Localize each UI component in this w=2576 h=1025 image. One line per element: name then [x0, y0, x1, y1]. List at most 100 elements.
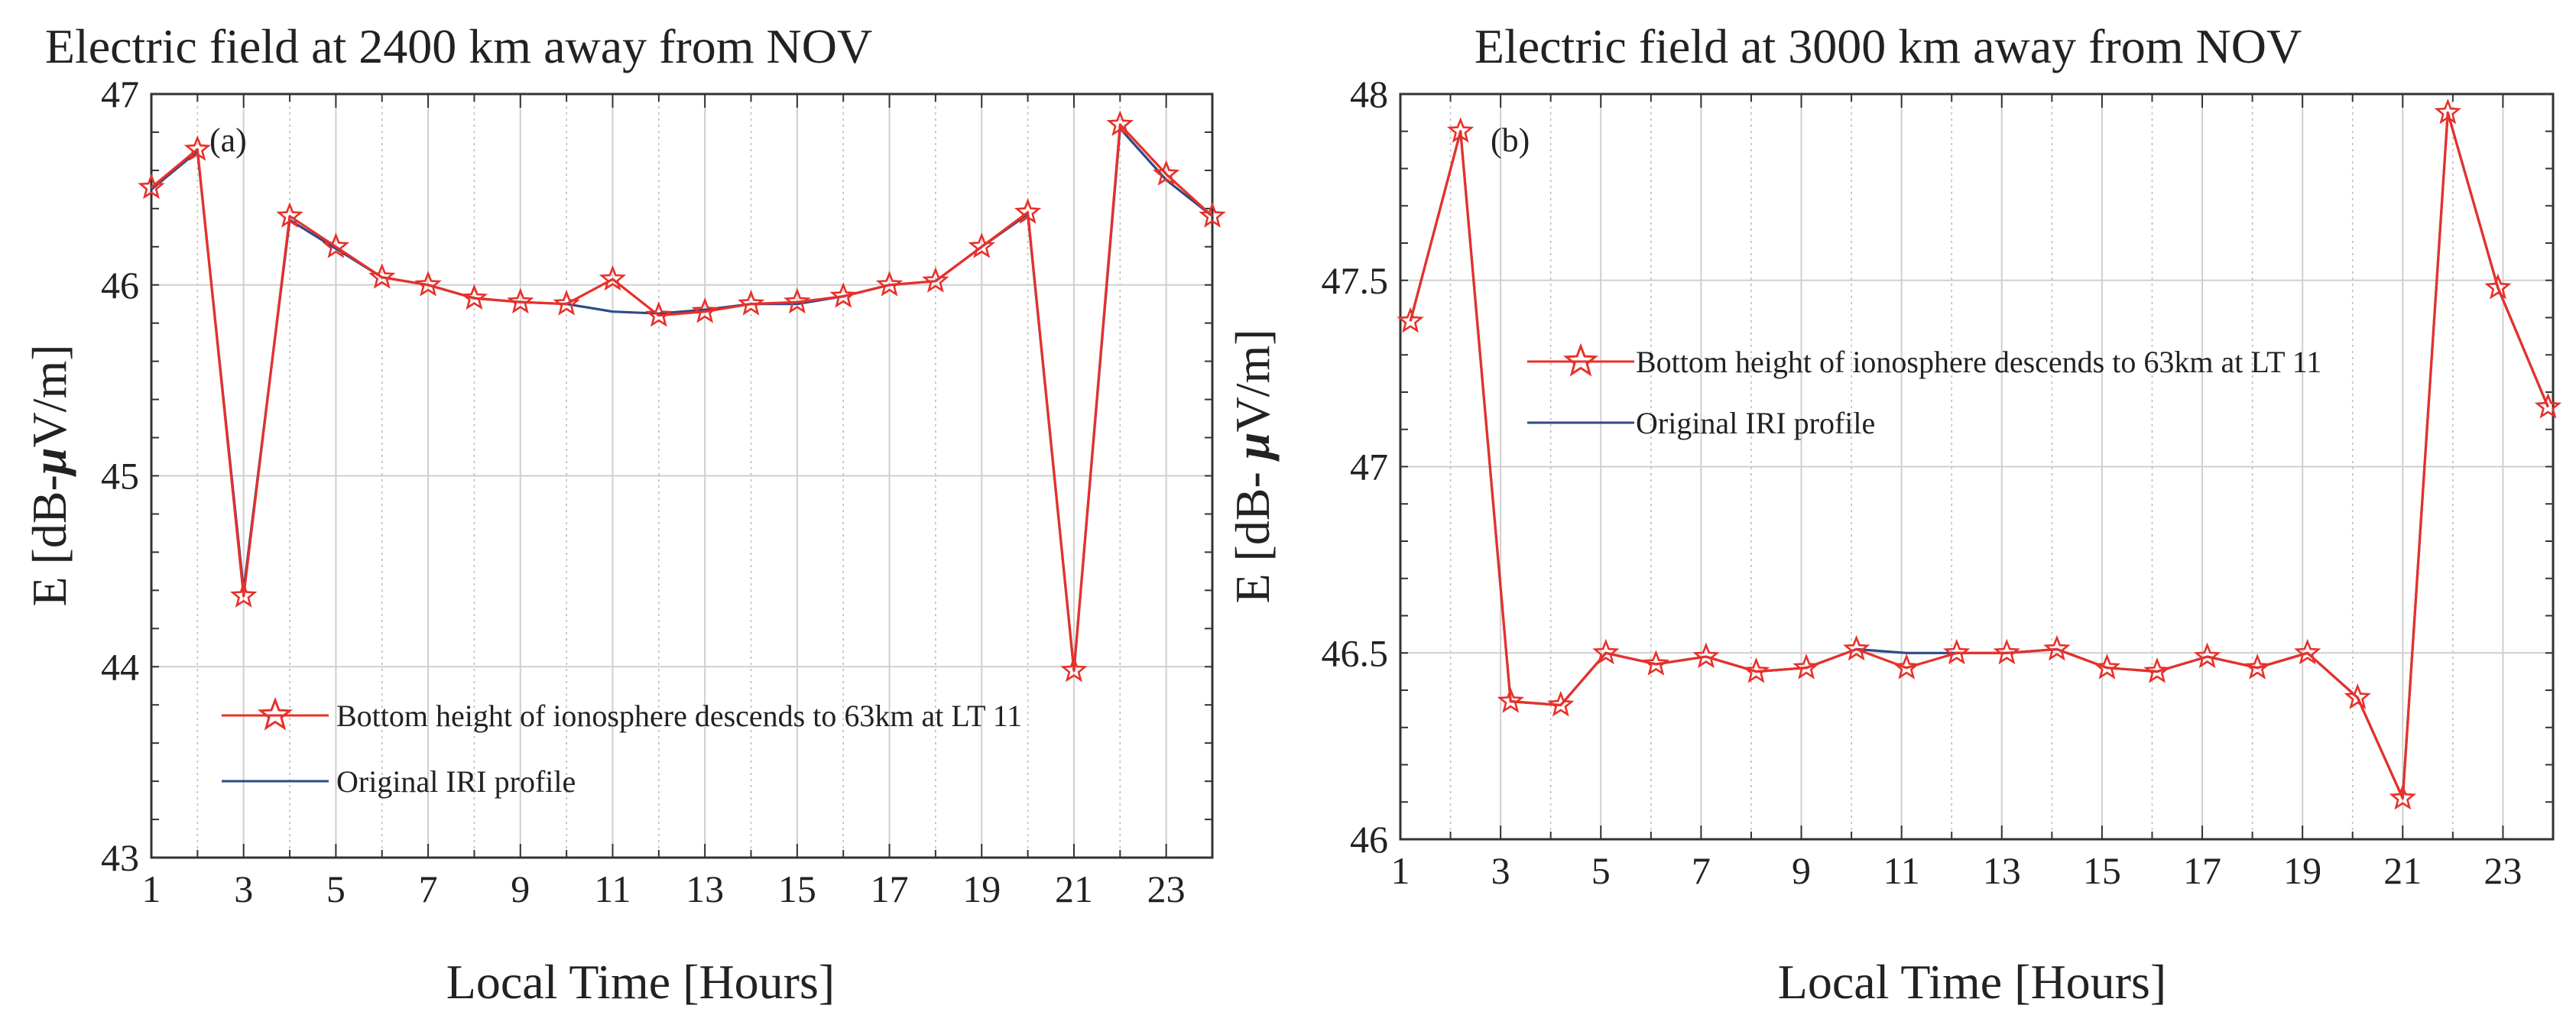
plot-frame-b: [1399, 92, 2555, 841]
data-point-star: [183, 135, 212, 161]
x-tick-label: 3: [1491, 849, 1510, 892]
data-point-star: [599, 264, 627, 291]
legend-b: Bottom height of ionosphere descends to …: [1527, 342, 2321, 440]
panel-letter-b: (b): [1491, 122, 1530, 159]
chart-title-b: Electric field at 3000 km away from NOV: [1475, 19, 2302, 73]
x-tick-label: 17: [871, 868, 909, 910]
y-axis-label-b: E [dB- μV/m]: [1225, 329, 1280, 603]
panel-a: Electric field at 2400 km away from NOV …: [22, 19, 1226, 1009]
data-point-star: [1060, 656, 1088, 683]
data-point-star: [2344, 683, 2371, 709]
data-point-star: [1547, 690, 1575, 717]
series-line-modified: [1409, 111, 2549, 800]
data-point-star: [691, 297, 719, 323]
x-tick-label: 11: [594, 868, 631, 910]
x-tick-label: 9: [1792, 849, 1811, 892]
legend-b-label-modified: Bottom height of ionosphere descends to …: [1636, 345, 2321, 379]
x-tick-label: 1: [1391, 849, 1410, 892]
data-point-star: [1447, 117, 1475, 143]
x-tick-label: 11: [1883, 849, 1920, 892]
legend-a: Bottom height of ionosphere descends to …: [222, 696, 1022, 799]
x-tick-label: 23: [1147, 868, 1186, 910]
x-tick-label: 19: [2283, 849, 2321, 892]
data-point-star: [553, 290, 580, 316]
data-point-star: [829, 282, 857, 308]
data-point-star: [2043, 634, 2071, 661]
x-axis-label-b: Local Time [Hours]: [1778, 955, 2166, 1009]
data-point-star: [875, 271, 904, 297]
panel-letter-a: (a): [209, 122, 247, 159]
panel-b: Electric field at 3000 km away from NOV …: [1225, 19, 2562, 1009]
data-point-star: [322, 232, 350, 258]
data-point-star: [1497, 687, 1524, 713]
x-tick-label: 21: [1055, 868, 1093, 910]
x-tick-label: 9: [511, 868, 530, 910]
grid-a: [151, 94, 1213, 858]
y-tick-label: 46.5: [1322, 631, 1389, 674]
x-tick-label: 5: [326, 868, 346, 910]
x-tick-label: 5: [1591, 849, 1611, 892]
data-point-star: [414, 271, 442, 297]
data-point-star: [2484, 273, 2512, 300]
x-tick-label: 13: [686, 868, 724, 910]
legend-b-star-icon: [1562, 342, 1599, 377]
data-point-star: [1106, 110, 1134, 136]
data-point-star: [1943, 638, 1971, 665]
series-a: [138, 110, 1226, 683]
series-line-modified: [150, 123, 1214, 672]
y-tick-label: 47: [101, 73, 139, 115]
y-tick-label: 46: [1350, 818, 1388, 861]
data-point-star: [276, 202, 303, 228]
data-point-star: [368, 263, 396, 289]
x-tick-label: 7: [419, 868, 438, 910]
y-tick-label: 45: [101, 455, 139, 498]
x-tick-label: 7: [1692, 849, 1711, 892]
x-tick-label: 23: [2484, 849, 2522, 892]
data-point-star: [2193, 642, 2221, 669]
data-point-star: [2434, 98, 2461, 125]
data-point-star: [737, 290, 765, 316]
x-tick-label: 3: [234, 868, 253, 910]
legend-a-star-icon: [257, 696, 294, 731]
data-point-star: [230, 582, 258, 608]
data-point-star: [1692, 642, 1720, 669]
legend-a-label-modified: Bottom height of ionosphere descends to …: [336, 699, 1022, 733]
x-tick-label: 19: [962, 868, 1001, 910]
legend-a-label-original: Original IRI profile: [336, 764, 576, 799]
x-tick-label: 21: [2383, 849, 2422, 892]
data-point-star: [1199, 202, 1226, 228]
data-point-star: [1397, 307, 1424, 333]
data-point-star: [2294, 638, 2321, 665]
x-tick-label: 17: [2183, 849, 2221, 892]
chart-title-a: Electric field at 2400 km away from NOV: [45, 19, 872, 73]
plot-frame-a: [150, 92, 1214, 859]
y-tick-label: 47: [1350, 446, 1388, 488]
x-tick-label: 15: [778, 868, 816, 910]
y-axis-label-a: E [dB-μV/m]: [22, 344, 76, 606]
data-point-star: [2534, 392, 2562, 419]
data-point-star: [1792, 654, 1820, 680]
y-tick-label: 44: [101, 645, 139, 688]
data-point-star: [1642, 650, 1669, 676]
data-point-star: [1843, 634, 1870, 661]
data-point-star: [1153, 160, 1180, 186]
data-point-star: [1993, 638, 2020, 665]
data-point-star: [138, 173, 165, 199]
data-point-star: [2243, 654, 2271, 680]
data-point-star: [460, 284, 488, 310]
y-tick-label: 47.5: [1322, 259, 1389, 302]
data-point-star: [645, 301, 673, 327]
data-point-star: [507, 287, 534, 314]
data-point-star: [784, 287, 811, 314]
data-point-star: [2143, 657, 2171, 683]
x-axis-label-a: Local Time [Hours]: [446, 955, 835, 1009]
legend-b-label-original: Original IRI profile: [1636, 406, 1875, 440]
data-point-star: [1742, 657, 1770, 683]
series-line-original: [150, 127, 1213, 672]
y-tick-label: 43: [101, 836, 139, 879]
data-point-star: [2093, 654, 2121, 680]
y-tick-label: 46: [101, 264, 139, 307]
